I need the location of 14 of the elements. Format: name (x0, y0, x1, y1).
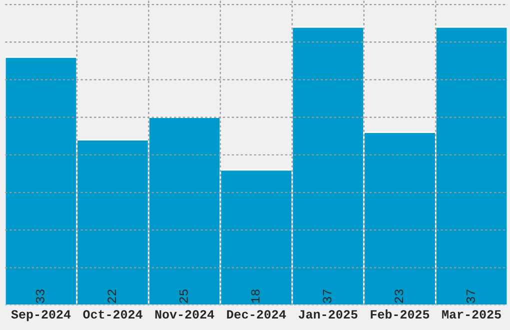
x-tick-label: Jan-2025 (298, 310, 358, 319)
data-label: 37 (466, 290, 475, 303)
x-tick-label: Sep-2024 (11, 310, 71, 322)
x-tick-label: Oct-2024 (83, 310, 142, 319)
data-label: 18 (251, 290, 260, 303)
data-label: 23 (394, 290, 404, 303)
x-tick-label: Feb-2025 (370, 309, 430, 319)
data-label: 37 (322, 290, 332, 303)
x-tick-label: Nov-2024 (155, 310, 214, 319)
data-label: 25 (179, 290, 188, 303)
x-tick-label: Dec-2024 (227, 310, 286, 319)
data-label: 33 (36, 290, 44, 303)
x-tick-label: Mar-2025 (442, 310, 501, 319)
data-label: 22 (108, 290, 116, 303)
